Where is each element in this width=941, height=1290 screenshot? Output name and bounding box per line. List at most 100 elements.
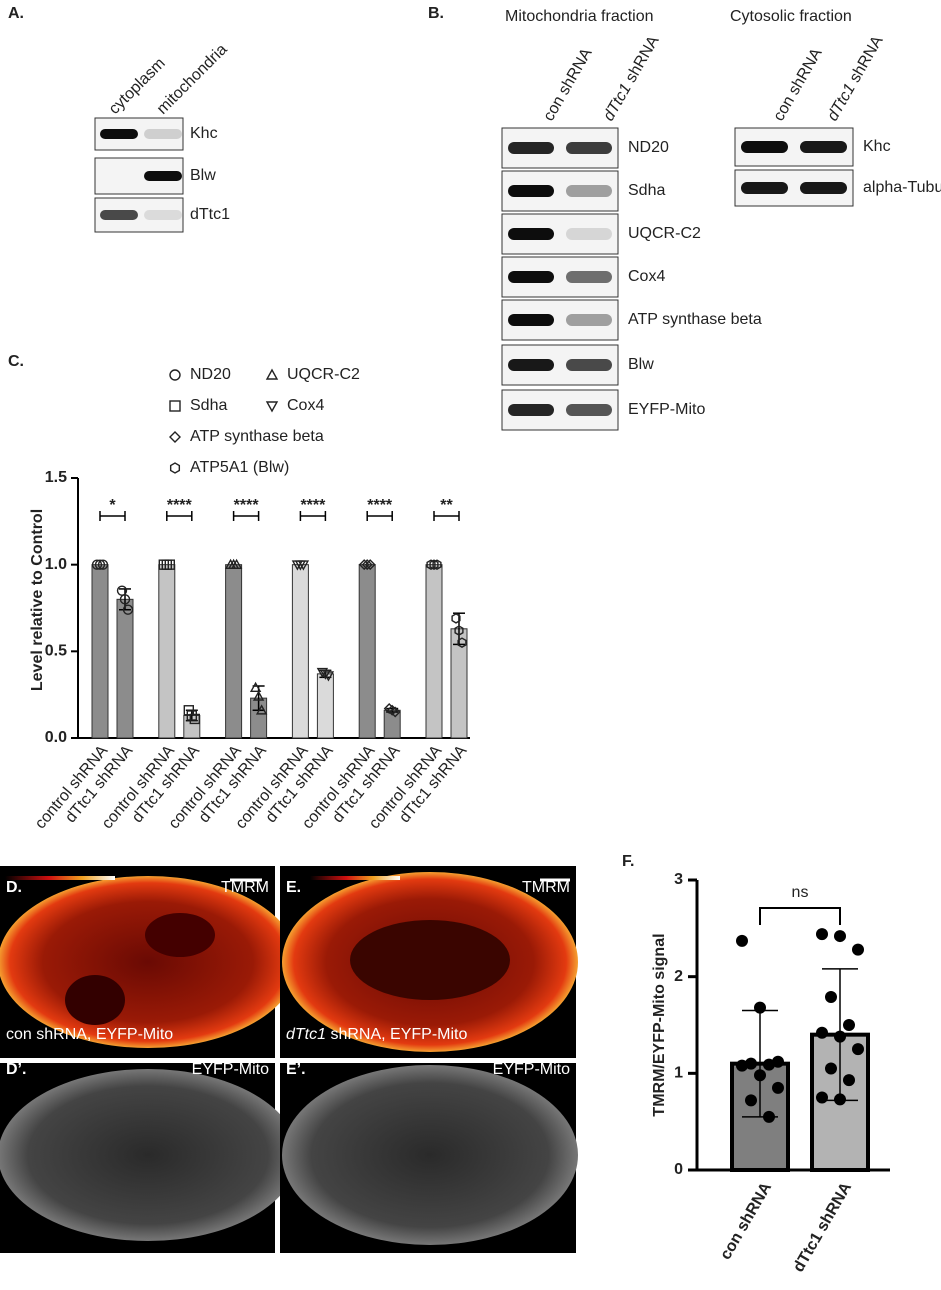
data-point bbox=[816, 1091, 828, 1104]
data-point bbox=[834, 930, 846, 943]
band bbox=[508, 142, 554, 154]
significance: **** bbox=[234, 497, 260, 514]
data-point bbox=[94, 559, 106, 570]
data-point bbox=[736, 1059, 748, 1072]
annotation: ns bbox=[792, 884, 809, 901]
bar bbox=[91, 564, 109, 739]
y-tick-label: 3 bbox=[674, 871, 683, 888]
row-label: Khc bbox=[863, 138, 891, 155]
significance: * bbox=[109, 497, 116, 514]
caption: con shRNA, EYFP-Mito bbox=[6, 1026, 173, 1043]
significance: **** bbox=[167, 497, 193, 514]
color-scale bbox=[5, 876, 115, 880]
row-label: Cox4 bbox=[628, 268, 665, 285]
color-scale bbox=[310, 876, 400, 880]
bar bbox=[358, 564, 376, 739]
legend-label: Cox4 bbox=[287, 397, 324, 414]
panel-label: E. bbox=[286, 879, 301, 896]
data-point bbox=[322, 671, 335, 682]
data-point bbox=[736, 934, 748, 947]
band bbox=[508, 185, 554, 197]
cell-signal bbox=[0, 1069, 298, 1241]
data-point bbox=[745, 1094, 757, 1107]
caption: dTtc1 shRNA, EYFP-Mito bbox=[286, 1026, 467, 1043]
panel-label: B. bbox=[428, 5, 444, 22]
data-point bbox=[97, 559, 109, 570]
data-point bbox=[164, 559, 176, 570]
bar bbox=[158, 564, 176, 739]
data-point bbox=[852, 943, 864, 956]
cell-signal bbox=[65, 975, 125, 1025]
legend-marker bbox=[169, 431, 181, 443]
y-tick-label: 1.5 bbox=[45, 469, 67, 486]
x-tick-label: con shRNA bbox=[717, 1179, 775, 1263]
data-point bbox=[825, 1062, 837, 1075]
data-point bbox=[843, 1074, 855, 1087]
data-point bbox=[361, 559, 373, 571]
legend-label: ATP synthase beta bbox=[190, 428, 324, 445]
data-point bbox=[852, 1043, 864, 1056]
channel-label: EYFP-Mito bbox=[192, 1061, 269, 1078]
data-point bbox=[249, 681, 262, 693]
legend-marker bbox=[265, 401, 279, 413]
bar bbox=[425, 564, 443, 739]
data-point bbox=[252, 690, 265, 701]
row-label: Blw bbox=[628, 356, 654, 373]
significance: ** bbox=[440, 497, 453, 514]
y-axis-title: TMRM/EYFP-Mito signal bbox=[651, 933, 668, 1116]
data-point bbox=[319, 669, 332, 680]
y-tick-label: 0.0 bbox=[45, 729, 67, 746]
data-point bbox=[426, 559, 436, 570]
band bbox=[566, 228, 612, 240]
panel-label: F. bbox=[622, 853, 634, 870]
data-point bbox=[454, 625, 464, 636]
band bbox=[566, 314, 612, 326]
bar bbox=[291, 564, 309, 739]
y-tick-label: 0.5 bbox=[45, 643, 67, 660]
data-point bbox=[183, 705, 195, 716]
data-point bbox=[754, 1069, 766, 1082]
band bbox=[508, 359, 554, 371]
channel-label: EYFP-Mito bbox=[493, 1061, 570, 1078]
data-point bbox=[119, 594, 131, 605]
legend-marker bbox=[265, 368, 279, 380]
channel-label: TMRM bbox=[522, 879, 570, 896]
data-point bbox=[745, 1057, 757, 1070]
data-point bbox=[429, 559, 439, 570]
band bbox=[566, 271, 612, 283]
panel-label: E’. bbox=[286, 1061, 306, 1078]
cell-signal bbox=[145, 913, 215, 957]
legend-label: ATP5A1 (Blw) bbox=[190, 459, 289, 476]
data-point bbox=[834, 1093, 846, 1106]
column-label: con shRNA bbox=[770, 45, 825, 124]
column-label: dTtc1 shRNA bbox=[824, 33, 886, 124]
panel-label: C. bbox=[8, 353, 24, 370]
y-axis-title: Level relative to Control bbox=[29, 509, 46, 691]
significance: **** bbox=[367, 497, 393, 514]
legend-marker bbox=[169, 400, 181, 412]
data-point bbox=[297, 560, 310, 571]
data-point bbox=[834, 1030, 846, 1043]
data-point bbox=[816, 928, 828, 941]
band bbox=[144, 171, 182, 181]
band bbox=[508, 271, 554, 283]
data-point bbox=[772, 1055, 784, 1068]
band bbox=[566, 359, 612, 371]
bar bbox=[316, 673, 334, 739]
band bbox=[566, 142, 612, 154]
data-point bbox=[825, 990, 837, 1003]
row-label: Blw bbox=[190, 167, 216, 184]
data-point bbox=[451, 613, 461, 624]
y-tick-label: 2 bbox=[674, 968, 683, 985]
significance: **** bbox=[300, 497, 326, 514]
data-point bbox=[754, 1001, 766, 1014]
band bbox=[741, 182, 788, 194]
band bbox=[100, 210, 138, 220]
cell-signal bbox=[282, 1065, 578, 1245]
cell-signal bbox=[350, 920, 510, 1000]
panel-label: A. bbox=[8, 5, 24, 22]
row-label: alpha-Tubulin bbox=[863, 179, 941, 196]
row-label: EYFP-Mito bbox=[628, 401, 705, 418]
panel-label: D’. bbox=[6, 1061, 26, 1078]
